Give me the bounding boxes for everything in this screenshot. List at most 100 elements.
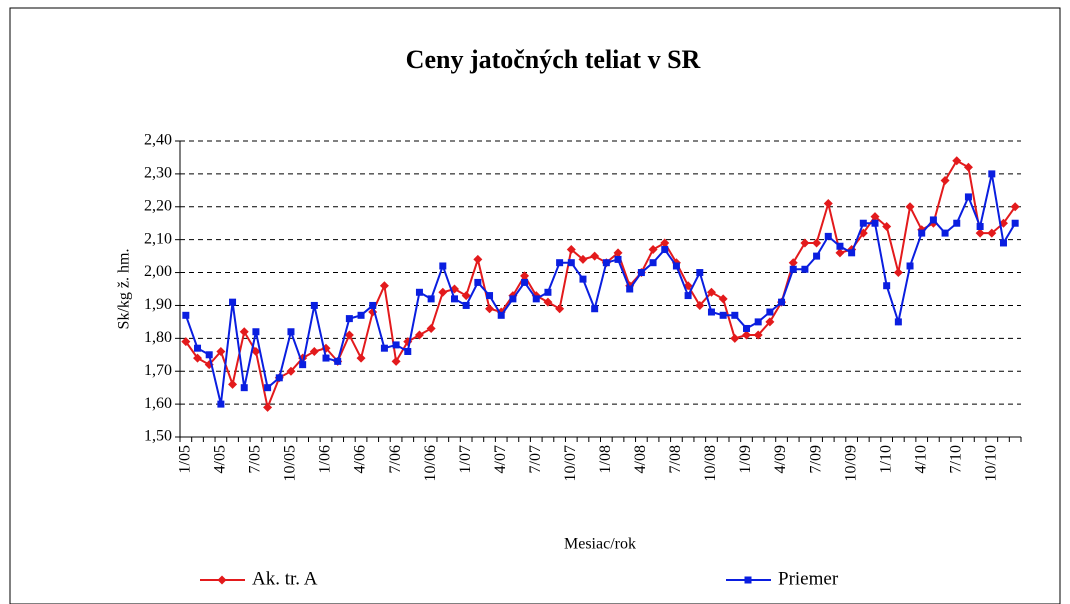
point [788,258,798,268]
point [299,361,307,369]
point [567,259,575,267]
point [334,357,342,365]
y-tick-label: 2,00 [144,263,172,280]
point [228,379,238,389]
point [975,228,985,238]
chart-title: Ceny jatočných teliat v SR [406,45,701,74]
point [905,202,915,212]
point [578,254,588,264]
point [823,198,833,208]
point [369,301,377,309]
point [706,287,716,297]
y-tick-label: 1,90 [144,296,172,313]
point [730,333,740,343]
point [309,346,319,356]
point [906,262,914,270]
x-tick-label: 1/09 [737,445,754,473]
point [976,223,984,231]
point [181,337,191,347]
x-tick-label: 1/06 [317,445,334,473]
y-tick-label: 1,70 [144,362,172,379]
x-tick-label: 4/06 [352,445,369,473]
legend-label: Ak. tr. A [252,568,318,589]
point [824,232,832,240]
y-tick-label: 2,30 [144,165,172,182]
point [672,262,680,270]
point [695,300,705,310]
point [216,346,226,356]
point [497,311,505,319]
x-tick-label: 7/08 [667,445,684,473]
y-tick-label: 2,10 [144,230,172,247]
x-tick-label: 10/08 [702,445,719,481]
point [940,175,950,185]
point [953,219,961,227]
point [391,356,401,366]
point [543,297,553,307]
point [379,281,389,291]
x-tick-label: 4/07 [492,445,509,473]
point [661,246,669,254]
x-tick-label: 4/10 [912,445,929,473]
point [1011,219,1019,227]
y-tick-label: 1,60 [144,395,172,412]
point [474,278,482,286]
point [813,252,821,260]
point [392,341,400,349]
point [555,304,565,314]
point [579,275,587,283]
point [614,255,622,263]
point [871,219,879,227]
point [264,384,272,392]
point [789,265,797,273]
point [731,311,739,319]
point [1010,202,1020,212]
y-tick-label: 1,50 [144,428,172,445]
point [205,351,213,359]
point [310,301,318,309]
legend-label: Priemer [778,568,839,589]
point [870,212,880,222]
point [719,311,727,319]
point [252,328,260,336]
point [941,229,949,237]
point [426,323,436,333]
x-tick-label: 1/08 [597,445,614,473]
point [591,305,599,313]
point [754,318,762,326]
point [275,374,283,382]
point [707,308,715,316]
point [778,298,786,306]
point [566,245,576,255]
point [556,259,564,267]
point [893,268,903,278]
x-tick-label: 1/10 [877,445,894,473]
point [520,271,530,281]
point [544,288,552,296]
point [462,301,470,309]
x-tick-label: 7/09 [807,445,824,473]
point [590,251,600,261]
point [263,402,273,412]
point [718,294,728,304]
x-tick-label: 10/05 [282,445,299,481]
point [835,248,845,258]
x-axis-label: Mesiac/rok [564,536,636,553]
point [521,278,529,286]
point [473,254,483,264]
point [918,229,926,237]
point [999,239,1007,247]
point [450,295,458,303]
point [613,248,623,258]
point [859,219,867,227]
x-tick-label: 10/09 [842,445,859,481]
point [637,269,645,277]
point [229,298,237,306]
x-tick-label: 1/05 [177,445,194,473]
point [345,315,353,323]
point [404,347,412,355]
point [438,287,448,297]
point [964,193,972,201]
point [800,238,810,248]
